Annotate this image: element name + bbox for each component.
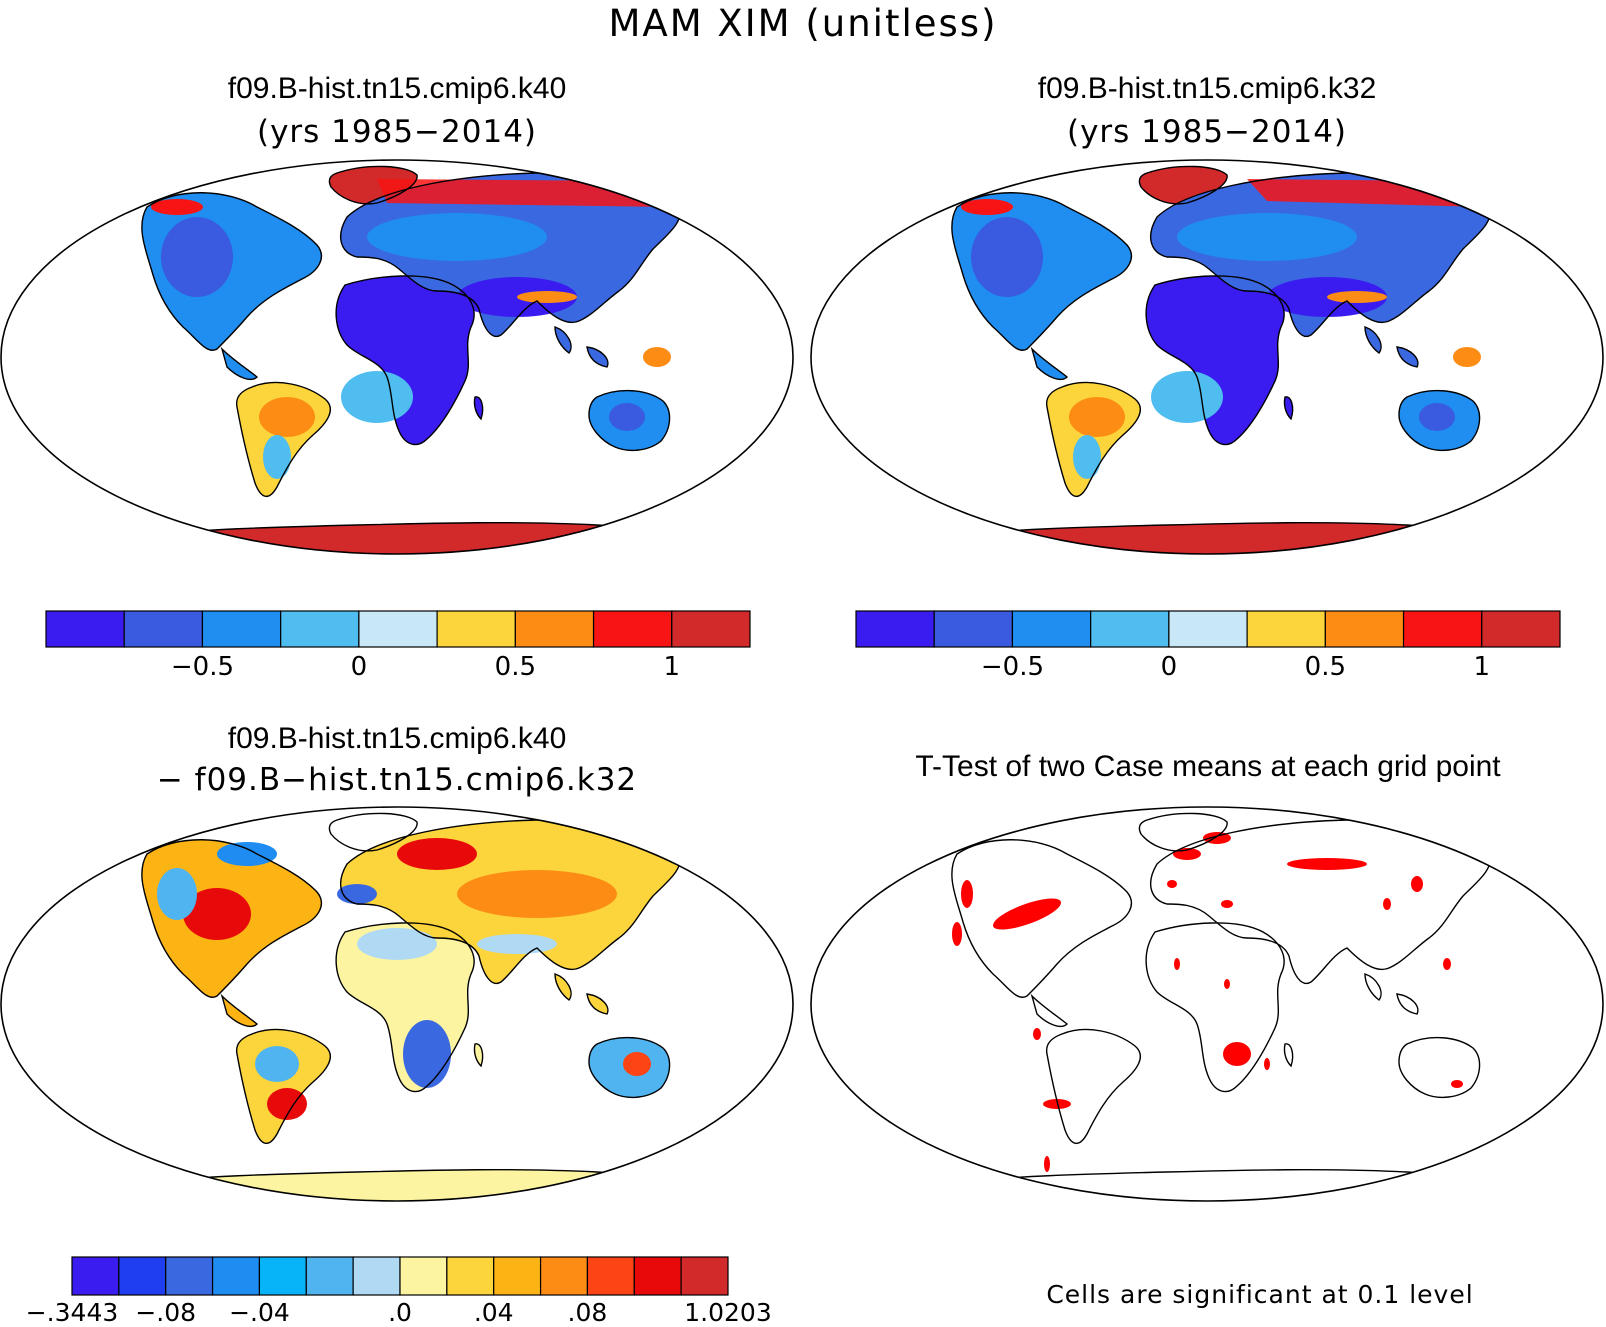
panel-subtitle-k32: (yrs 1985−2014) — [1066, 114, 1348, 150]
colorbar-tick-label: −.04 — [229, 1298, 290, 1327]
colorbar-swatch — [280, 610, 360, 648]
colorbar-swatch — [1481, 610, 1561, 648]
colorbar-k32 — [855, 610, 1561, 648]
panel-title-k32: f09.B-hist.tn15.cmip6.k32 — [1037, 72, 1377, 105]
panel-subtitle-diff: − f09.B−hist.tn15.cmip6.k32 — [156, 762, 638, 798]
colorbar-tick-label: .08 — [567, 1298, 608, 1327]
colorbar-tick-label: 0.5 — [494, 652, 537, 682]
colorbar-tick-label: 1 — [1473, 652, 1491, 682]
panel-title-diff: f09.B-hist.tn15.cmip6.k40 — [227, 722, 567, 755]
colorbar-swatch — [586, 1256, 635, 1296]
colorbar-k40 — [45, 610, 751, 648]
colorbar-difference — [71, 1256, 729, 1296]
map-k32 — [876, 165, 1538, 554]
map-border-k32 — [810, 159, 1604, 555]
colorbar-swatch — [201, 610, 282, 648]
map-border-k40 — [0, 159, 794, 555]
map-border-ttest — [810, 806, 1604, 1202]
colorbar-swatch — [1011, 610, 1092, 648]
colorbar-swatch — [539, 1256, 589, 1296]
colorbar-tick-label: 0.5 — [1304, 652, 1347, 682]
colorbar-swatch — [592, 610, 673, 648]
panel-title-k40: f09.B-hist.tn15.cmip6.k40 — [227, 72, 567, 105]
map-border-difference — [0, 806, 794, 1202]
colorbar-tick-label: .04 — [473, 1298, 514, 1327]
colorbar-swatch — [680, 1256, 729, 1296]
colorbar-swatch — [671, 610, 751, 648]
colorbar-tick-label: −0.5 — [170, 652, 235, 682]
colorbar-swatch — [399, 1256, 448, 1296]
panel-subtitle-k40: (yrs 1985−2014) — [256, 114, 538, 150]
colorbar-swatch — [933, 610, 1014, 648]
colorbar-tick-label: 1 — [663, 652, 681, 682]
colorbar-swatch — [1402, 610, 1483, 648]
colorbar-tick-label: .0 — [388, 1298, 412, 1327]
colorbar-swatch — [855, 610, 935, 648]
colorbar-swatch — [71, 1256, 120, 1296]
colorbar-swatch — [1246, 610, 1326, 648]
colorbar-swatch — [1324, 610, 1405, 648]
colorbar-tick-label: 1.0203 — [684, 1298, 772, 1327]
colorbar-swatch — [165, 1256, 214, 1296]
colorbar-swatch — [1168, 610, 1248, 648]
colorbar-swatch — [436, 610, 516, 648]
map-k40 — [66, 165, 728, 554]
colorbar-tick-label: −0.5 — [980, 652, 1045, 682]
colorbar-tick-label: 0 — [1160, 652, 1178, 682]
significance-note: Cells are significant at 0.1 level — [1046, 1280, 1474, 1309]
colorbar-swatch — [493, 1256, 542, 1296]
colorbar-swatch — [1090, 610, 1170, 648]
panel-title-ttest: T-Test of two Case means at each grid po… — [915, 750, 1501, 783]
figure-title: MAM XIM (unitless) — [608, 2, 998, 45]
colorbar-swatch — [633, 1256, 682, 1296]
map-ttest — [876, 812, 1538, 1201]
colorbar-swatch — [258, 1256, 307, 1296]
colorbar-swatch — [358, 610, 438, 648]
colorbar-swatch — [45, 610, 125, 648]
colorbar-swatch — [446, 1256, 495, 1296]
map-difference — [66, 812, 728, 1201]
colorbar-swatch — [118, 1256, 167, 1296]
colorbar-swatch — [211, 1256, 261, 1296]
colorbar-swatch — [514, 610, 595, 648]
colorbar-swatch — [352, 1256, 401, 1296]
colorbar-swatch — [123, 610, 204, 648]
colorbar-tick-label: −.08 — [135, 1298, 197, 1327]
colorbar-tick-label: −.3443 — [25, 1298, 119, 1327]
colorbar-tick-label: 0 — [350, 652, 368, 682]
colorbar-swatch — [305, 1256, 354, 1296]
